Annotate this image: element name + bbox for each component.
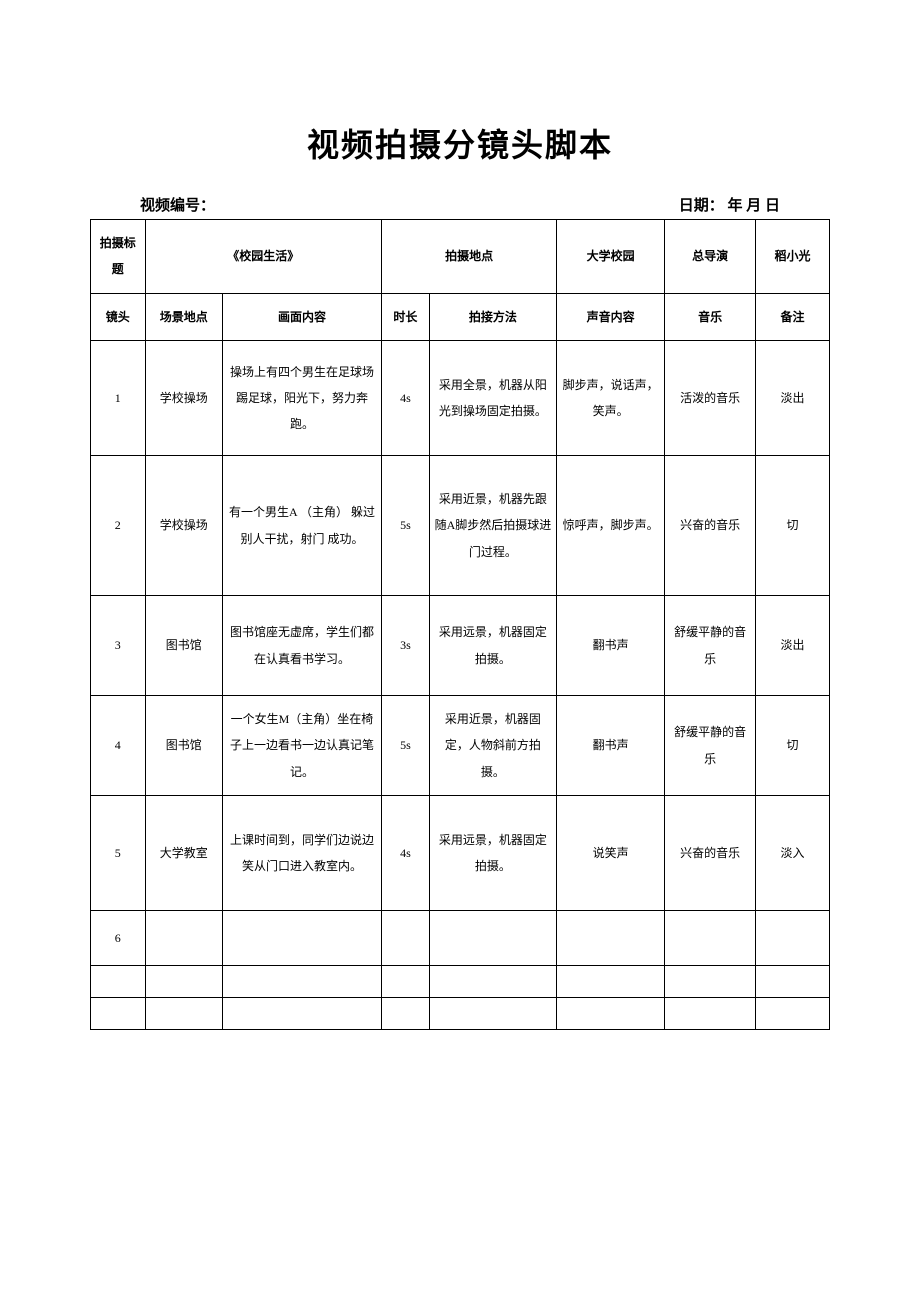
- cell-duration: 5s: [382, 696, 430, 796]
- page-title: 视频拍摄分镜头脚本: [90, 120, 830, 166]
- cell-method: 采用全景，机器从阳光到操场固定拍摄。: [429, 341, 556, 456]
- cell-empty: [222, 998, 381, 1030]
- cell-empty: [557, 998, 665, 1030]
- shoot-location-value: 大学校园: [557, 220, 665, 294]
- cell-note: 切: [756, 456, 830, 596]
- table-row: 3 图书馆 图书馆座无虚席，学生们都在认真看书学习。 3s 采用远景，机器固定拍…: [91, 596, 830, 696]
- cell-method: 采用近景，机器固定，人物斜前方拍摄。: [429, 696, 556, 796]
- cell-duration: 4s: [382, 341, 430, 456]
- cell-shot: 4: [91, 696, 146, 796]
- storyboard-table: 拍摄标题 《校园生活》 拍摄地点 大学校园 总导演 稻小光 镜头 场景地点 画面…: [90, 219, 830, 1030]
- cell-method: 采用远景，机器固定拍摄。: [429, 796, 556, 911]
- cell-empty: [382, 966, 430, 998]
- date-label: 日期： 年 月 日: [679, 194, 780, 215]
- col-duration: 时长: [382, 293, 430, 340]
- table-row-empty: [91, 998, 830, 1030]
- table-row: 2 学校操场 有一个男生A （主角） 躲过别人干扰，射门 成功。 5s 采用近景…: [91, 456, 830, 596]
- cell-method: 采用远景，机器固定拍摄。: [429, 596, 556, 696]
- table-row: 4 图书馆 一个女生M（主角）坐在椅子上一边看书一边认真记笔记。 5s 采用近景…: [91, 696, 830, 796]
- col-scene: 场景地点: [145, 293, 222, 340]
- cell-empty: [145, 998, 222, 1030]
- col-sound: 声音内容: [557, 293, 665, 340]
- cell-content: [222, 911, 381, 966]
- cell-empty: [665, 998, 756, 1030]
- table-row-empty: [91, 966, 830, 998]
- cell-empty: [382, 998, 430, 1030]
- cell-note: 切: [756, 696, 830, 796]
- video-number-label: 视频编号：: [140, 194, 215, 215]
- cell-empty: [91, 966, 146, 998]
- shoot-title-value: 《校园生活》: [145, 220, 381, 294]
- cell-scene: 大学教室: [145, 796, 222, 911]
- cell-duration: 4s: [382, 796, 430, 911]
- cell-duration: 3s: [382, 596, 430, 696]
- cell-content: 操场上有四个男生在足球场踢足球，阳光下，努力奔跑。: [222, 341, 381, 456]
- cell-note: 淡出: [756, 596, 830, 696]
- cell-music: 舒缓平静的音乐: [665, 696, 756, 796]
- table-header-row-2: 镜头 场景地点 画面内容 时长 拍接方法 声音内容 音乐 备注: [91, 293, 830, 340]
- table-row: 5 大学教室 上课时间到，同学们边说边笑从门口进入教室内。 4s 采用远景，机器…: [91, 796, 830, 911]
- cell-sound: 翻书声: [557, 596, 665, 696]
- col-music: 音乐: [665, 293, 756, 340]
- director-label: 总导演: [665, 220, 756, 294]
- cell-method: [429, 911, 556, 966]
- cell-music: [665, 911, 756, 966]
- cell-music: 兴奋的音乐: [665, 796, 756, 911]
- cell-music: 兴奋的音乐: [665, 456, 756, 596]
- cell-empty: [665, 966, 756, 998]
- cell-music: 舒缓平静的音乐: [665, 596, 756, 696]
- cell-shot: 2: [91, 456, 146, 596]
- cell-empty: [756, 966, 830, 998]
- col-note: 备注: [756, 293, 830, 340]
- table-header-row-1: 拍摄标题 《校园生活》 拍摄地点 大学校园 总导演 稻小光: [91, 220, 830, 294]
- cell-shot: 6: [91, 911, 146, 966]
- cell-duration: 5s: [382, 456, 430, 596]
- cell-empty: [756, 998, 830, 1030]
- cell-empty: [429, 966, 556, 998]
- cell-empty: [557, 966, 665, 998]
- col-shot: 镜头: [91, 293, 146, 340]
- cell-duration: [382, 911, 430, 966]
- cell-shot: 5: [91, 796, 146, 911]
- cell-note: 淡入: [756, 796, 830, 911]
- cell-scene: 学校操场: [145, 456, 222, 596]
- cell-content: 一个女生M（主角）坐在椅子上一边看书一边认真记笔记。: [222, 696, 381, 796]
- shoot-title-label: 拍摄标题: [91, 220, 146, 294]
- table-row: 1 学校操场 操场上有四个男生在足球场踢足球，阳光下，努力奔跑。 4s 采用全景…: [91, 341, 830, 456]
- cell-scene: 学校操场: [145, 341, 222, 456]
- cell-scene: 图书馆: [145, 696, 222, 796]
- cell-sound: [557, 911, 665, 966]
- cell-music: 活泼的音乐: [665, 341, 756, 456]
- cell-scene: [145, 911, 222, 966]
- cell-shot: 1: [91, 341, 146, 456]
- cell-note: 淡出: [756, 341, 830, 456]
- cell-note: [756, 911, 830, 966]
- shoot-location-label: 拍摄地点: [382, 220, 557, 294]
- cell-empty: [91, 998, 146, 1030]
- cell-empty: [429, 998, 556, 1030]
- cell-sound: 脚步声，说话声，笑声。: [557, 341, 665, 456]
- cell-content: 图书馆座无虚席，学生们都在认真看书学习。: [222, 596, 381, 696]
- col-content: 画面内容: [222, 293, 381, 340]
- cell-empty: [222, 966, 381, 998]
- col-method: 拍接方法: [429, 293, 556, 340]
- director-value: 稻小光: [756, 220, 830, 294]
- subheader: 视频编号： 日期： 年 月 日: [90, 194, 830, 219]
- cell-content: 有一个男生A （主角） 躲过别人干扰，射门 成功。: [222, 456, 381, 596]
- cell-method: 采用近景，机器先跟随A脚步然后拍摄球进门过程。: [429, 456, 556, 596]
- cell-sound: 翻书声: [557, 696, 665, 796]
- cell-empty: [145, 966, 222, 998]
- cell-content: 上课时间到，同学们边说边笑从门口进入教室内。: [222, 796, 381, 911]
- cell-shot: 3: [91, 596, 146, 696]
- cell-sound: 说笑声: [557, 796, 665, 911]
- table-row: 6: [91, 911, 830, 966]
- cell-scene: 图书馆: [145, 596, 222, 696]
- cell-sound: 惊呼声，脚步声。: [557, 456, 665, 596]
